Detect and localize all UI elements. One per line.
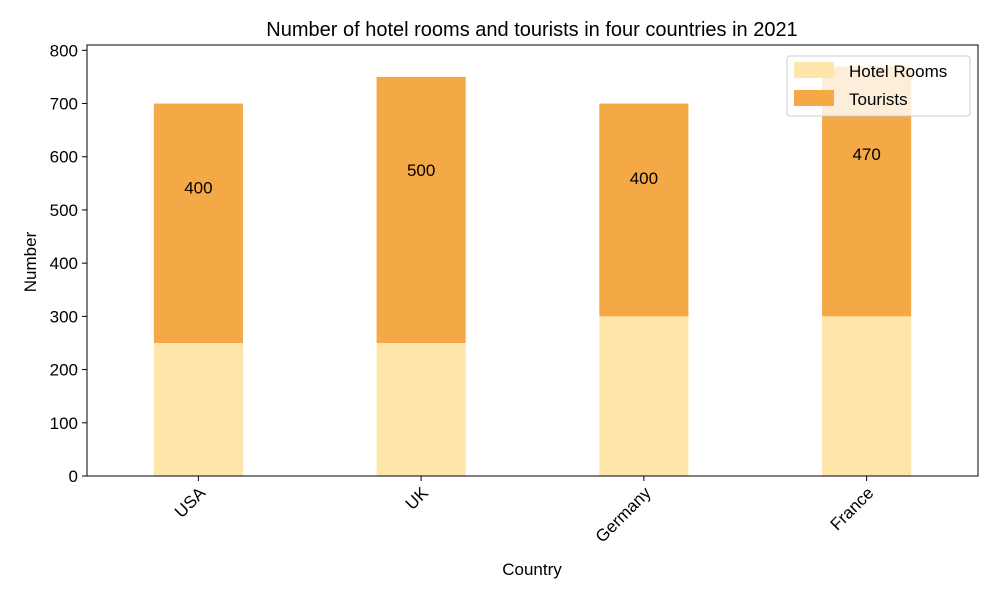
- data-label-germany: 400: [630, 169, 658, 188]
- data-label-uk: 500: [407, 161, 435, 180]
- legend-swatch-hotel-rooms: [794, 62, 834, 78]
- bars-layer: [153, 66, 912, 476]
- data-labels-layer: 400 500 400 470: [184, 145, 881, 198]
- bar-hotel-rooms-france: [822, 316, 912, 476]
- legend-label-tourists: Tourists: [849, 90, 908, 109]
- y-tick-label: 700: [50, 95, 78, 114]
- legend-label-hotel-rooms: Hotel Rooms: [849, 62, 947, 81]
- x-tick-label-germany: Germany: [592, 483, 655, 546]
- data-label-france: 470: [852, 145, 880, 164]
- bar-hotel-rooms-usa: [153, 342, 243, 476]
- x-tick-label-france: France: [827, 483, 878, 534]
- x-tick-label-usa: USA: [171, 483, 210, 522]
- bar-tourists-usa: [153, 103, 243, 343]
- data-label-usa: 400: [184, 178, 212, 197]
- x-tick-label-uk: UK: [402, 483, 433, 514]
- chart-title: Number of hotel rooms and tourists in fo…: [266, 19, 797, 41]
- y-tick-label: 800: [50, 41, 78, 60]
- y-tick-label: 100: [50, 414, 78, 433]
- y-tick-label: 500: [50, 201, 78, 220]
- bar-tourists-uk: [376, 76, 466, 343]
- x-axis-label: Country: [502, 560, 562, 579]
- y-tick-label: 0: [69, 467, 78, 486]
- y-axis-label: Number: [21, 231, 40, 292]
- legend-swatch-tourists: [794, 90, 834, 106]
- bar-hotel-rooms-germany: [599, 316, 689, 476]
- y-tick-label: 200: [50, 361, 78, 380]
- bar-hotel-rooms-uk: [376, 342, 466, 476]
- legend: Hotel Rooms Tourists: [786, 55, 971, 117]
- y-tick-label: 300: [50, 307, 78, 326]
- bar-tourists-germany: [599, 103, 689, 317]
- plot-frame: [86, 44, 979, 477]
- y-tick-label: 600: [50, 148, 78, 167]
- y-tick-label: 400: [50, 254, 78, 273]
